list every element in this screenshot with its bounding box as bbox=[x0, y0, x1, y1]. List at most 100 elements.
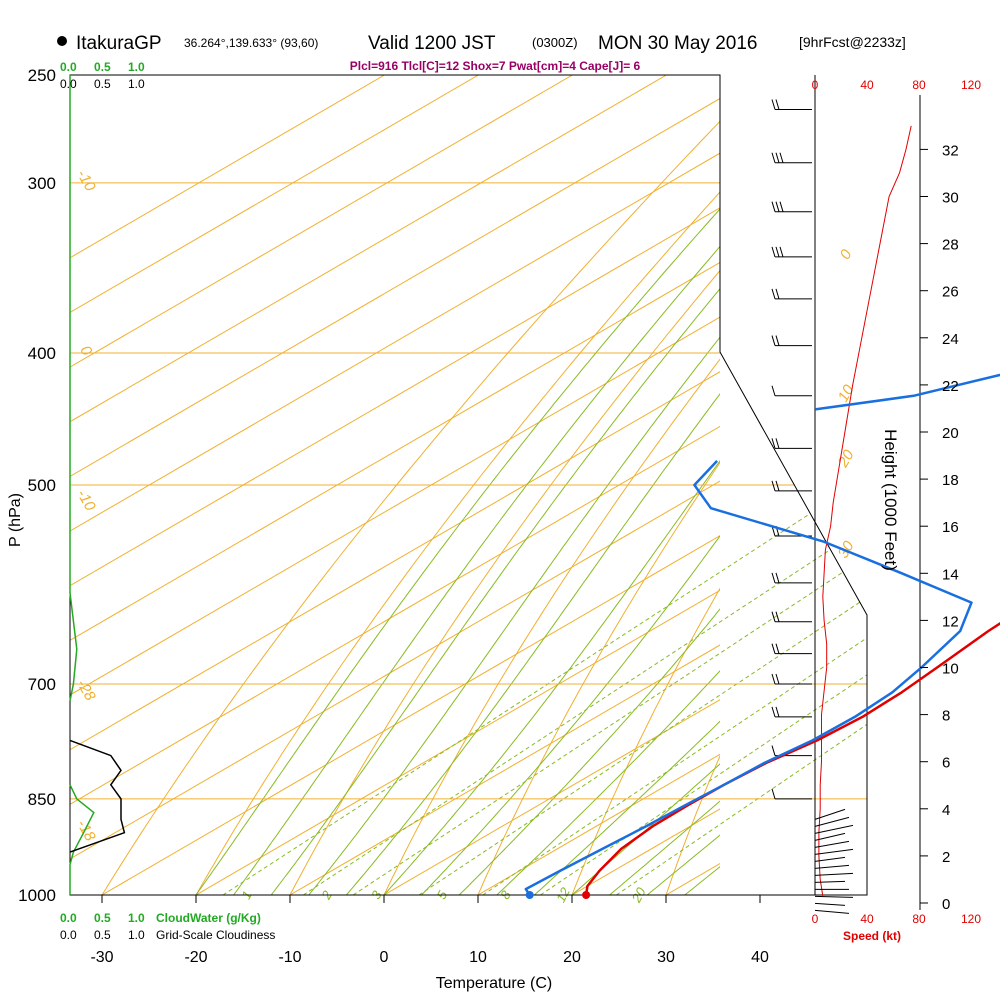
x-axis-title: Temperature (C) bbox=[436, 975, 552, 992]
isotherm-line bbox=[477, 753, 720, 895]
wind-barb-flag bbox=[775, 643, 780, 654]
isotherm-line bbox=[70, 75, 667, 423]
speed-tick-label-bottom: 120 bbox=[961, 912, 981, 926]
isotherm-label: -10 bbox=[73, 167, 99, 195]
wind-barb-icon bbox=[814, 902, 846, 906]
height-tick-label: 32 bbox=[942, 142, 959, 159]
wind-barb-staff bbox=[814, 824, 854, 834]
cloudiness-scale-bottom-0: 0.0 bbox=[60, 928, 77, 942]
dewpoint-line bbox=[524, 460, 973, 896]
cloud-profiles bbox=[69, 75, 126, 895]
wind-barb-icon bbox=[771, 572, 812, 584]
wind-barb-icon bbox=[814, 909, 850, 914]
wind-barb-flag bbox=[775, 99, 780, 110]
moist-adiabat-line bbox=[270, 287, 720, 895]
wind-barb-flag bbox=[771, 643, 776, 654]
moist-adiabat-line bbox=[346, 393, 720, 895]
cloud-water-scale-bottom-2: 1.0 bbox=[128, 911, 145, 925]
isotherm-line bbox=[70, 75, 479, 314]
cloudiness-scale-bottom-2: 1.0 bbox=[128, 928, 145, 942]
wind-barb-staff bbox=[814, 848, 854, 855]
wind-barb-icon bbox=[771, 246, 812, 258]
isotherm-line bbox=[101, 535, 720, 895]
wind-barb-flag bbox=[771, 152, 776, 163]
speed-tick-label-top: 120 bbox=[961, 78, 981, 92]
moist-adiabat-line bbox=[534, 720, 720, 895]
wind-barb-icon bbox=[771, 152, 812, 164]
wind-barb-staff bbox=[814, 856, 846, 862]
wind-barb-flag bbox=[771, 480, 776, 492]
mixing-ratio-line bbox=[303, 352, 867, 895]
wind-barb-icon bbox=[771, 335, 812, 347]
wind-barb-flag bbox=[771, 788, 776, 800]
wind-barb-icon bbox=[771, 438, 812, 449]
height-tick-label: 16 bbox=[942, 519, 959, 536]
moist-adiabat-line bbox=[458, 608, 720, 895]
wind-barb-staff bbox=[814, 902, 846, 906]
pressure-tick-label: 700 bbox=[28, 675, 56, 694]
wind-barb-icon bbox=[814, 824, 854, 834]
height-tick-label: 26 bbox=[942, 284, 959, 301]
mixing-ratio-line bbox=[482, 352, 867, 895]
speed-axis-title: Speed (kt) bbox=[843, 929, 901, 943]
isotherm-label: 0 bbox=[76, 343, 95, 359]
moist-adiabat-lines bbox=[195, 208, 720, 895]
moist-adiabat-line bbox=[383, 460, 720, 895]
speed-tick-label-bottom: 0 bbox=[812, 912, 819, 926]
wind-barb-flag bbox=[775, 152, 780, 163]
forecast-info: [9hrFcst@2233z] bbox=[799, 34, 906, 50]
moist-adiabat-line bbox=[195, 208, 720, 895]
isotherm-line bbox=[70, 75, 573, 368]
wind-barb-icon bbox=[771, 673, 812, 685]
cloud-water-scale-bottom-0: 0.0 bbox=[60, 911, 77, 925]
speed-tick-label-top: 0 bbox=[812, 78, 819, 92]
height-tick-label: 20 bbox=[942, 425, 959, 442]
wind-barb-flag bbox=[771, 745, 776, 756]
temperature-tick-label: 40 bbox=[751, 949, 769, 966]
wind-barb-icon bbox=[814, 832, 846, 841]
pressure-tick-label: 850 bbox=[28, 790, 56, 809]
cloud-water-scale-0: 0.0 bbox=[60, 60, 77, 74]
isotherm-line bbox=[70, 97, 720, 477]
wind-barb-flag bbox=[775, 480, 780, 492]
height-tick-label: 14 bbox=[942, 566, 959, 583]
dry-adiabat-line bbox=[289, 269, 720, 895]
mixing-ratio-line bbox=[352, 352, 867, 895]
wind-barb-icon bbox=[814, 808, 846, 820]
mixing-ratio-lines bbox=[222, 352, 867, 895]
height-tick-label: 0 bbox=[942, 896, 950, 913]
height-tick-label: 30 bbox=[942, 190, 959, 207]
speed-tick-label-bottom: 80 bbox=[912, 912, 926, 926]
wind-barb-icon bbox=[814, 840, 850, 848]
mixing-ratio-line bbox=[222, 352, 867, 895]
parcel-info: Plcl=916 Tlcl[C]=12 Shox=7 Pwat[cm]=4 Ca… bbox=[350, 59, 641, 73]
wind-barb-icon bbox=[771, 201, 812, 213]
wind-barb-flag bbox=[771, 385, 776, 396]
wind-barb-flag bbox=[779, 201, 784, 212]
wind-barb-icon bbox=[814, 848, 854, 855]
wind-barb-icon bbox=[814, 872, 854, 876]
dry-adiabat-line bbox=[101, 120, 720, 895]
wind-barb-icon bbox=[771, 385, 812, 397]
cloud-water-scale-1: 0.5 bbox=[94, 60, 111, 74]
wind-barbs bbox=[771, 99, 854, 914]
pressure-tick-label: 400 bbox=[28, 344, 56, 363]
speed-tick-label-bottom: 40 bbox=[860, 912, 874, 926]
cloudiness-scale-2: 1.0 bbox=[128, 77, 145, 91]
wind-barb-flag bbox=[771, 673, 776, 685]
valid-time: Valid 1200 JST bbox=[368, 33, 496, 54]
wind-barb-flag bbox=[775, 288, 780, 299]
temperature-tick-label: -30 bbox=[90, 949, 113, 966]
moist-adiabat-line bbox=[233, 245, 720, 895]
temperature-tick-label: -20 bbox=[184, 949, 207, 966]
wind-barb-flag bbox=[771, 246, 776, 258]
wind-barb-flag bbox=[771, 572, 776, 584]
pressure-tick-label: 1000 bbox=[18, 886, 56, 905]
wind-barb-flag bbox=[771, 438, 776, 449]
pressure-tick-label: 250 bbox=[28, 66, 56, 85]
wind-barb-icon bbox=[771, 611, 812, 623]
wind-barb-staff bbox=[814, 816, 850, 827]
speed-tick-label-top: 40 bbox=[860, 78, 874, 92]
isotherm-line bbox=[70, 75, 385, 259]
